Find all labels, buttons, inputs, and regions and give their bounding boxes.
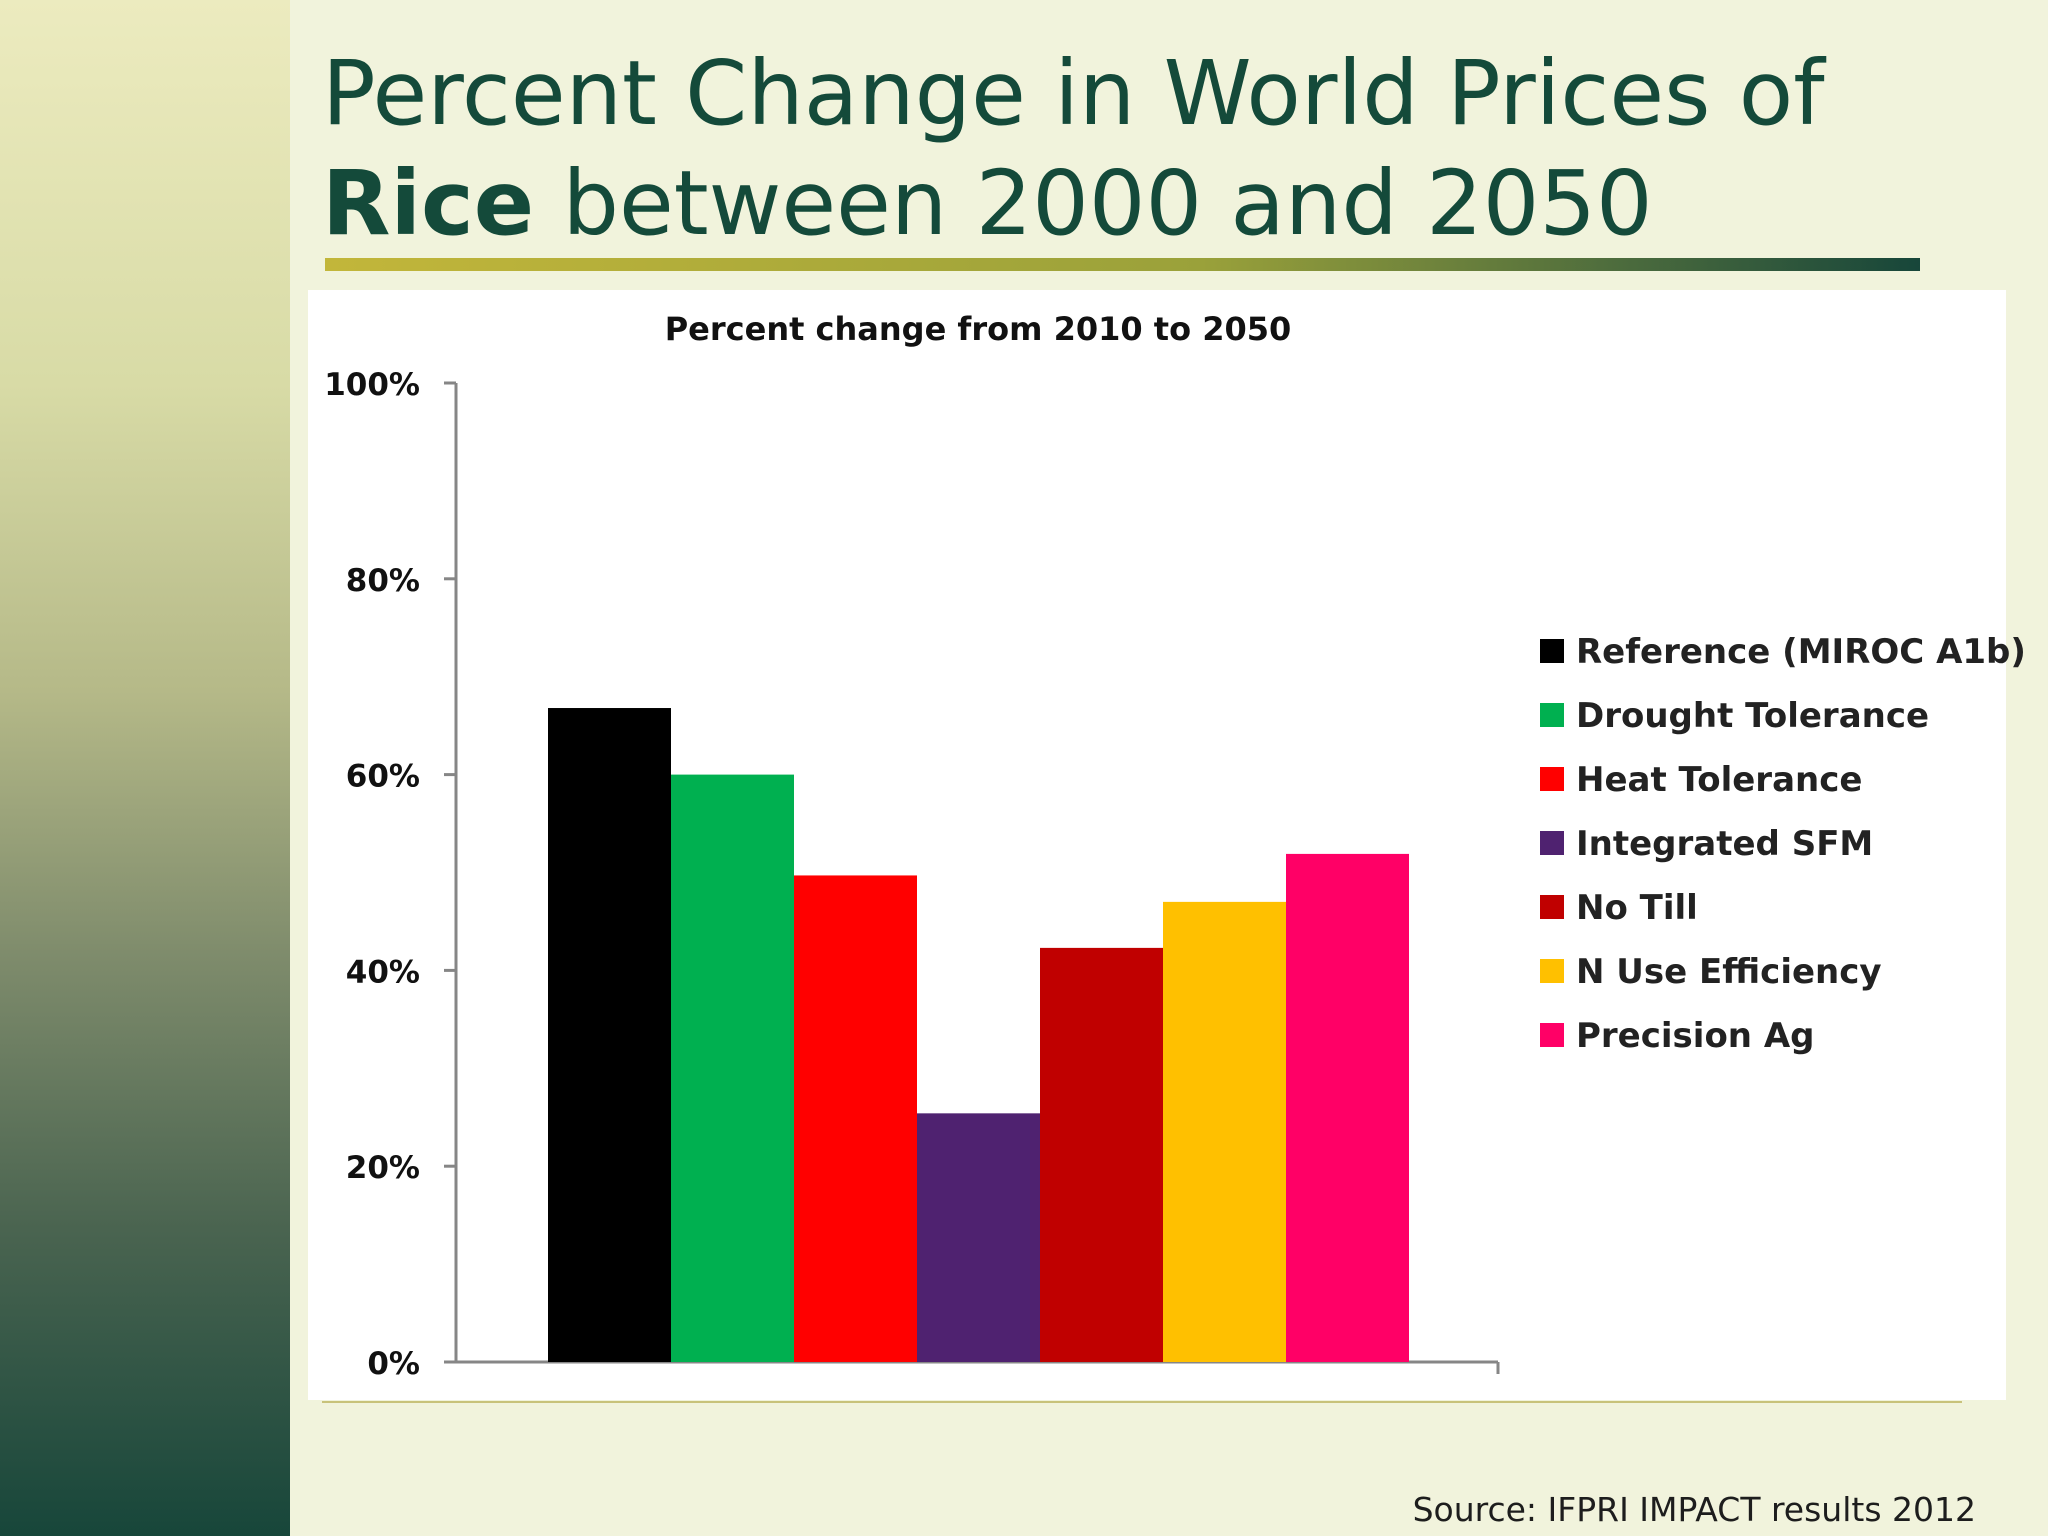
- decorative-side-bar: [0, 0, 290, 1536]
- legend-label: Reference (MIROC A1b): [1576, 632, 2026, 672]
- chart-title: Percent change from 2010 to 2050: [665, 310, 1292, 348]
- y-tick-label: 80%: [346, 563, 420, 599]
- legend-swatch: [1540, 639, 1564, 663]
- bar-precision-ag: [1286, 853, 1409, 1362]
- chart-bars: [548, 708, 1409, 1362]
- title-underline: [325, 258, 1920, 271]
- legend-label: N Use Efficiency: [1576, 952, 1882, 992]
- y-tick-label: 20%: [346, 1150, 420, 1186]
- panel-bottom-rule: [322, 1401, 1962, 1403]
- y-tick-label: 0%: [367, 1346, 420, 1382]
- title-crop-name: Rice: [322, 151, 535, 255]
- legend-swatch: [1540, 1023, 1564, 1047]
- legend-label: Heat Tolerance: [1576, 760, 1862, 800]
- legend-swatch: [1540, 959, 1564, 983]
- legend-label: Precision Ag: [1576, 1016, 1815, 1056]
- bar-heat-tolerance: [794, 875, 917, 1362]
- title-line-1: Percent Change in World Prices of: [322, 41, 1825, 145]
- bar-reference-miroc-a1b: [548, 708, 671, 1362]
- legend-swatch: [1540, 703, 1564, 727]
- bar-drought-tolerance: [671, 774, 794, 1362]
- title-line-2: Rice between 2000 and 2050: [322, 148, 1922, 258]
- slide-title: Percent Change in World Prices of Rice b…: [322, 38, 1922, 258]
- legend-label: No Till: [1576, 888, 1698, 928]
- legend-swatch: [1540, 831, 1564, 855]
- bar-n-use-efficiency: [1163, 901, 1286, 1362]
- source-note: Source: IFPRI IMPACT results 2012: [1412, 1490, 1976, 1529]
- legend-label: Drought Tolerance: [1576, 696, 1929, 736]
- bar-no-till: [1040, 947, 1163, 1362]
- legend-swatch: [1540, 767, 1564, 791]
- y-tick-label: 40%: [346, 954, 420, 990]
- y-tick-label: 100%: [324, 367, 420, 403]
- legend-label: Integrated SFM: [1576, 824, 1873, 864]
- bar-integrated-sfm: [917, 1113, 1040, 1362]
- chart-legend: Reference (MIROC A1b) Drought Tolerance He…: [1540, 632, 2026, 1056]
- legend-swatch: [1540, 895, 1564, 919]
- title-line-2-rest: between 2000 and 2050: [534, 151, 1653, 255]
- y-tick-label: 60%: [346, 759, 420, 795]
